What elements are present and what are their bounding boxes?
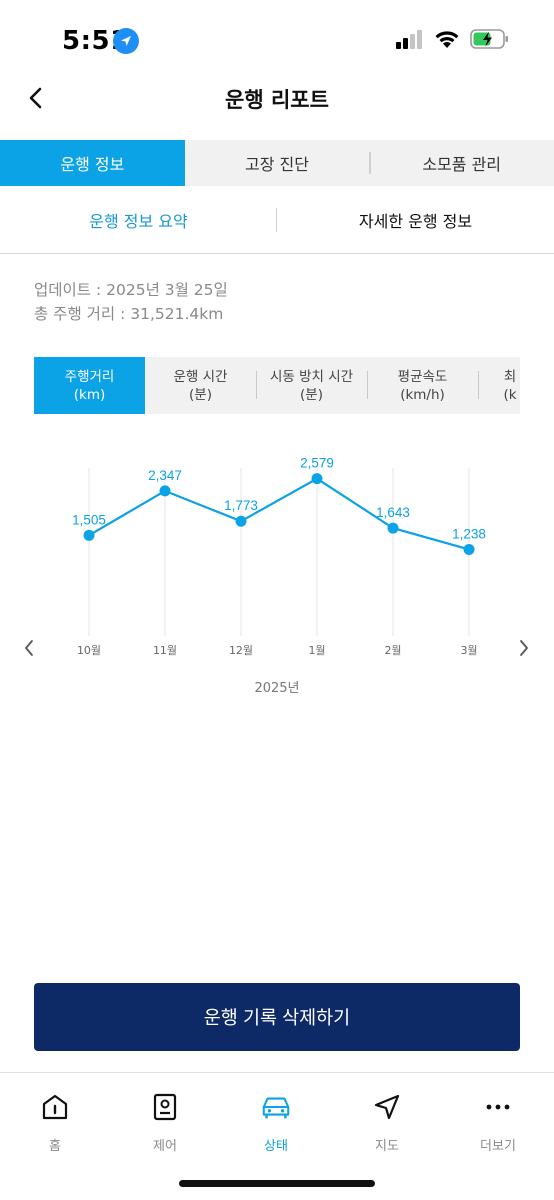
chevron-left-icon [23, 639, 35, 661]
metric-tab-idle-time[interactable]: 시동 방치 시간 (분) [256, 357, 367, 414]
tab-consumables-label: 소모품 관리 [422, 155, 502, 174]
back-button[interactable] [18, 80, 54, 120]
cellular-signal-icon [396, 29, 424, 53]
chevron-right-icon [518, 639, 530, 661]
total-distance: 총 주행 거리 : 31,521.4km [34, 305, 224, 323]
chart-data-label: 1,643 [376, 505, 410, 520]
metric-tab-line2: (km/h) [400, 386, 445, 403]
metric-tab-line1: 평균속도 [397, 368, 448, 385]
metric-tab-avg-speed[interactable]: 평균속도 (km/h) [367, 357, 478, 414]
subtab-divider [276, 208, 277, 232]
more-icon [482, 1091, 514, 1123]
chevron-left-icon [28, 86, 44, 114]
metric-tab-line2: (분) [189, 386, 212, 403]
navigation-bar: 운행 리포트 [0, 70, 554, 130]
tab-driving-info[interactable]: 운행 정보 [0, 140, 185, 186]
metric-tab-line2: (k [503, 386, 517, 403]
sub-tabs: 운행 정보 요약 자세한 운행 정보 [0, 186, 554, 254]
metric-tab-max-speed[interactable]: 최 (k [478, 357, 520, 414]
metric-tab-line1: 운행 시간 [173, 368, 228, 385]
nav-item-control[interactable]: 제어 [110, 1091, 220, 1154]
chart-x-tick-label: 3월 [460, 644, 477, 657]
battery-charging-icon [470, 28, 510, 54]
metric-separator [478, 371, 479, 399]
chart-data-label: 2,347 [148, 468, 182, 483]
chart-data-point [463, 543, 475, 555]
page-title: 운행 리포트 [225, 88, 329, 112]
nav-label: 홈 [49, 1139, 61, 1154]
chart-data-point [83, 529, 95, 541]
nav-item-more[interactable]: 더보기 [443, 1091, 553, 1154]
chart-data-label: 1,505 [72, 512, 106, 527]
metric-separator [367, 371, 368, 399]
metric-tab-line2: (km) [73, 386, 106, 403]
nav-label: 지도 [375, 1139, 399, 1154]
chart-x-axis-label: 2025년 [254, 681, 299, 696]
chart-next-button[interactable] [512, 636, 536, 664]
main-tabs: 운행 정보 고장 진단 소모품 관리 [0, 140, 554, 186]
metric-tab-drive-time[interactable]: 운행 시간 (분) [145, 357, 256, 414]
metric-tab-line1: 최 [503, 368, 517, 385]
chart-data-point [235, 515, 247, 527]
metric-tab-line1: 주행거리 [64, 368, 115, 385]
metric-separator [256, 371, 257, 399]
chart-x-tick-label: 1월 [308, 644, 325, 657]
chart-data-label: 1,238 [452, 526, 486, 541]
chart-data-label: 2,579 [300, 456, 334, 471]
car-icon [260, 1091, 292, 1123]
metric-tabs[interactable]: 주행거리 (km) 운행 시간 (분) 시동 방치 시간 (분) 평균속도 (k… [34, 357, 520, 414]
subtab-summary[interactable]: 운행 정보 요약 [89, 211, 188, 231]
navigation-arrow-icon [371, 1091, 403, 1123]
chart-x-tick-label: 11월 [153, 644, 177, 657]
update-date: 업데이트 : 2025년 3월 25일 [34, 281, 228, 299]
home-icon [39, 1091, 71, 1123]
nav-label: 상태 [264, 1139, 288, 1154]
tab-divider [369, 152, 372, 174]
nav-label: 더보기 [480, 1139, 516, 1154]
distance-line-chart: 1,505 2,347 1,773 2,579 1,643 1,238 10월 11월 12월 1… [72, 456, 486, 696]
chart-data-point [159, 485, 171, 497]
location-arrow-icon [113, 28, 139, 54]
subtab-detailed[interactable]: 자세한 운행 정보 [358, 211, 473, 231]
metric-tab-line1: 시동 방치 시간 [269, 368, 354, 385]
chart-prev-button[interactable] [17, 636, 41, 664]
chart-x-tick-label: 12월 [229, 644, 253, 657]
tab-fault-diagnosis[interactable]: 고장 진단 [245, 155, 309, 174]
nav-label: 제어 [153, 1139, 177, 1154]
nav-item-home[interactable]: 홈 [0, 1091, 110, 1154]
home-indicator [179, 1180, 375, 1187]
wifi-icon [434, 29, 460, 53]
metric-tab-line2: (분) [300, 386, 323, 403]
metric-tab-distance[interactable]: 주행거리 (km) [34, 357, 145, 414]
chart-series-line [88, 477, 470, 551]
chart-data-point [311, 473, 323, 485]
remote-control-icon [149, 1091, 181, 1123]
delete-records-button[interactable]: 운행 기록 삭제하기 [34, 983, 520, 1051]
chart-x-tick-label: 10월 [77, 644, 101, 657]
chart-data-point [387, 522, 399, 534]
bottom-navigation: 홈 제어 상태 지도 더보기 [0, 1072, 554, 1200]
chart-x-tick-label: 2월 [384, 644, 401, 657]
nav-item-map[interactable]: 지도 [332, 1091, 442, 1154]
chart-data-label: 1,773 [224, 498, 258, 513]
status-bar: 5:51 [0, 0, 554, 80]
nav-item-status[interactable]: 상태 [221, 1091, 331, 1154]
tab-consumables[interactable]: 소모품 관리 [369, 140, 554, 186]
